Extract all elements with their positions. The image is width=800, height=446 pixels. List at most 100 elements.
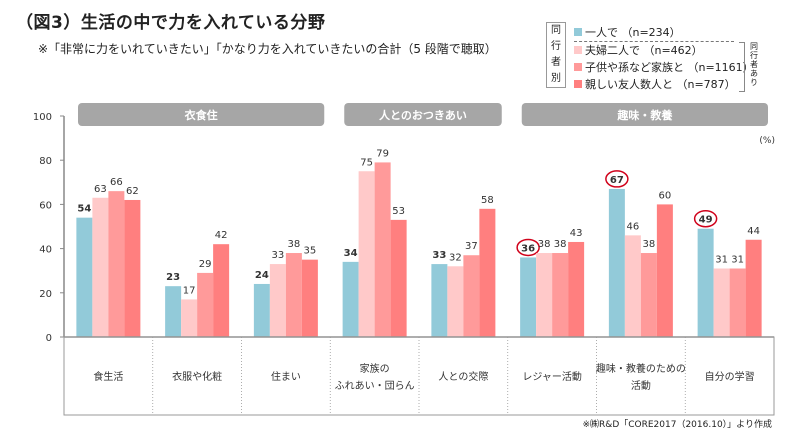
bar-value-label: 38 [643, 239, 656, 250]
bar-value-label: 37 [465, 241, 478, 252]
bar-value-label: 66 [110, 177, 123, 188]
bar-value-label: 31 [715, 254, 728, 265]
x-category-label: 住まい [271, 370, 301, 383]
y-tick-label: 100 [33, 112, 52, 123]
bar-value-label: 62 [126, 186, 139, 197]
bar-value-label: 36 [521, 243, 535, 254]
x-category-label: レジャー活動 [522, 370, 582, 383]
bar [285, 253, 302, 337]
bar-value-label: 23 [166, 272, 180, 283]
source-note: ※㈱R&D「CORE2017（2016.10）」より作成 [582, 420, 773, 430]
legend-item-family: 子供や孫など家族と （n=1161） [574, 59, 754, 75]
legend-swatch [574, 46, 582, 54]
legend: 同 行 者 別 一人で （n=234） 夫婦二人で （n=462） 子供や孫など… [546, 22, 778, 92]
legend-swatch [574, 80, 582, 88]
bar-value-label: 38 [288, 239, 301, 250]
legend-divider [574, 41, 734, 42]
x-category-label: 活動 [631, 379, 651, 392]
bar [656, 204, 673, 337]
bar-value-label: 54 [77, 204, 91, 215]
bar-value-label: 38 [538, 239, 551, 250]
group-header [521, 103, 768, 126]
chart-subtitle: ※「非常に力をいれていきたい」「かなり力を入れていきたいの合計（5 段階で聴取） [38, 42, 497, 56]
legend-item-friends: 親しい友人数人と （n=787） [574, 76, 736, 92]
bar [213, 244, 230, 337]
y-tick-label: 40 [39, 245, 52, 256]
bar-value-label: 53 [392, 206, 405, 217]
bar-value-label: 34 [344, 248, 358, 259]
bar-value-label: 46 [627, 221, 640, 232]
bar [301, 259, 318, 337]
bar [536, 253, 553, 337]
bar-value-label: 44 [747, 226, 760, 237]
bar-value-label: 67 [610, 175, 624, 186]
y-tick-label: 0 [46, 333, 52, 344]
bar-value-label: 43 [570, 228, 583, 239]
legend-item-couple: 夫婦二人で （n=462） [574, 42, 703, 58]
bar [269, 264, 286, 337]
bar [374, 162, 391, 337]
bar [624, 235, 641, 337]
unit-label: (%) [759, 136, 775, 146]
x-category-label: ふれあい・団らん [335, 380, 415, 392]
bar [76, 217, 93, 337]
bar-value-label: 35 [304, 246, 317, 257]
bar-value-label: 63 [94, 184, 107, 195]
bar [181, 299, 198, 337]
highlight-circle [605, 170, 629, 188]
x-category-label: 食生活 [93, 370, 123, 383]
legend-swatch [574, 63, 582, 71]
bar-value-label: 33 [272, 250, 285, 261]
bar [390, 219, 407, 337]
bar [165, 286, 182, 337]
legend-item-alone: 一人で （n=234） [574, 24, 681, 40]
bar [745, 239, 762, 337]
bar-value-label: 38 [554, 239, 567, 250]
y-tick-label: 20 [39, 289, 52, 300]
group-header [78, 103, 325, 126]
group-header [344, 103, 502, 126]
bar [729, 268, 746, 337]
bar-value-label: 79 [376, 148, 389, 159]
x-category-label: 人との交際 [438, 370, 488, 383]
bar [342, 261, 359, 337]
bar [447, 266, 464, 337]
bar [253, 283, 270, 337]
bar [92, 197, 109, 337]
bar [520, 257, 537, 337]
bar [640, 253, 657, 337]
bar-value-label: 29 [199, 259, 212, 270]
bar [479, 208, 496, 337]
x-category-label: 家族の [360, 362, 390, 375]
bar [552, 253, 569, 337]
bar [431, 264, 448, 337]
x-category-label: 趣味・教養のための [596, 362, 686, 375]
bar-value-label: 42 [215, 230, 228, 241]
x-category-label: 衣服や化粧 [172, 370, 222, 383]
bar-value-label: 31 [731, 254, 744, 265]
bar-value-label: 49 [699, 215, 713, 226]
chart-title: （図3）生活の中で力を入れている分野 [16, 13, 326, 33]
group-header-label: 趣味・教養 [616, 108, 672, 122]
y-tick-label: 80 [39, 156, 52, 167]
group-header-label: 衣食住 [185, 108, 218, 122]
group-header-label: 人とのおつきあい [379, 108, 467, 122]
bar-value-label: 32 [449, 252, 462, 263]
highlight-circle [516, 238, 540, 257]
legend-group-note: 同行者あり [750, 42, 758, 87]
legend-side-label: 同 行 者 別 [546, 22, 566, 88]
y-tick-label: 60 [39, 200, 52, 211]
bar [608, 188, 625, 337]
bar-value-label: 17 [183, 285, 196, 296]
legend-swatch [574, 28, 582, 36]
bar-value-label: 33 [432, 250, 446, 261]
bar [197, 272, 214, 337]
bar [124, 199, 141, 337]
bar [697, 228, 714, 337]
highlight-circle [693, 209, 718, 228]
bar [568, 241, 585, 337]
bar-value-label: 24 [255, 270, 269, 281]
bar-value-label: 58 [481, 195, 494, 206]
x-category-label: 自分の学習 [705, 370, 755, 383]
